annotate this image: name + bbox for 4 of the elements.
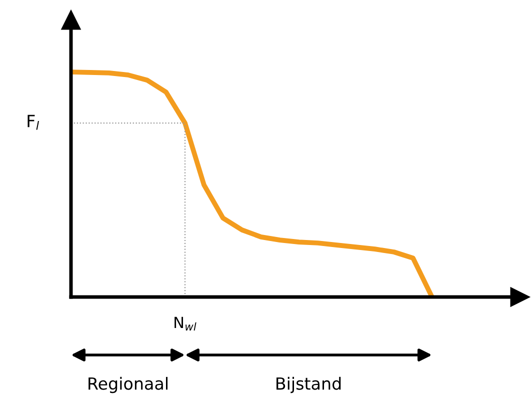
y-axis-title: F$_{l}$ xyxy=(28,114,40,130)
text: Regionaal xyxy=(88,376,168,394)
text: Bijstand xyxy=(276,376,341,394)
text: N$_{wl}$ xyxy=(174,316,196,330)
